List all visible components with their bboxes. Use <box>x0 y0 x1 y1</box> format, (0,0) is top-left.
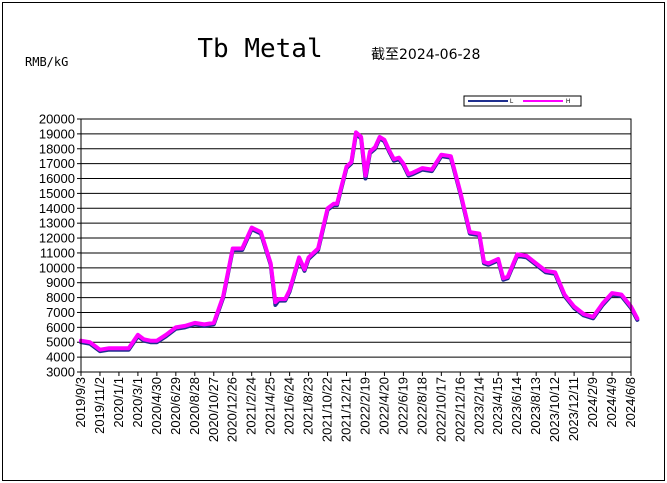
series-line-l <box>79 131 640 354</box>
y-axis-unit-label: RMB/kG <box>25 55 68 69</box>
x-tick-label-24: 2023/8/13 <box>528 377 543 435</box>
x-axis-ticks: 2019/9/3 2019/11/2 2020/1/1 2020/3/1 2020/4/… <box>73 372 638 442</box>
x-tick-label-18: 2022/8/18 <box>414 377 429 435</box>
y-tick-label-10: 13000 <box>39 216 75 231</box>
x-tick-label-8: 2020/12/26 <box>225 377 240 442</box>
x-tick-label-29: 2024/6/8 <box>623 377 638 428</box>
legend-box <box>463 95 582 107</box>
x-tick-label-20: 2022/12/16 <box>452 377 467 442</box>
x-tick-label-1: 2019/11/2 <box>92 377 107 434</box>
x-tick-label-15: 2022/2/19 <box>357 377 372 435</box>
x-tick-label-11: 2021/6/24 <box>282 377 297 435</box>
x-tick-label-27: 2024/2/9 <box>585 377 600 428</box>
legend-label-l: L <box>510 99 514 105</box>
x-tick-label-17: 2022/6/19 <box>395 377 410 435</box>
y-tick-label-2: 5000 <box>46 335 75 350</box>
x-tick-label-22: 2023/4/15 <box>490 377 505 435</box>
legend-label-h: H <box>566 99 570 105</box>
x-tick-label-0: 2019/9/3 <box>73 377 88 428</box>
y-tick-label-1: 4000 <box>46 350 75 365</box>
y-tick-label-5: 8000 <box>46 290 75 305</box>
chart-svg: Tb Metal 截至2024-06-28 RMB/kG L H 3000400… <box>25 34 640 442</box>
x-tick-label-7: 2020/10/27 <box>206 377 221 442</box>
y-tick-label-16: 19000 <box>39 126 75 141</box>
y-tick-label-12: 15000 <box>39 186 75 201</box>
chart-title: Tb Metal <box>197 34 322 64</box>
x-tick-label-25: 2023/10/12 <box>547 377 562 442</box>
y-tick-label-15: 18000 <box>39 141 75 156</box>
x-tick-label-19: 2022/10/17 <box>433 377 448 442</box>
y-tick-label-4: 7000 <box>46 305 75 320</box>
x-tick-label-3: 2020/3/1 <box>130 377 145 428</box>
x-tick-label-10: 2021/4/25 <box>263 377 278 435</box>
y-tick-label-9: 12000 <box>39 231 75 246</box>
y-tick-label-6: 9000 <box>46 275 75 290</box>
x-tick-label-16: 2022/4/20 <box>376 377 391 435</box>
y-tick-label-7: 10000 <box>39 260 75 275</box>
x-tick-label-4: 2020/4/30 <box>149 377 164 435</box>
x-tick-label-21: 2023/2/14 <box>471 377 486 435</box>
x-tick-label-9: 2021/2/24 <box>244 377 259 435</box>
plot-area-border <box>80 118 632 373</box>
y-tick-label-13: 16000 <box>39 171 75 186</box>
x-tick-label-13: 2021/10/22 <box>320 377 335 442</box>
legend: L H <box>463 95 582 107</box>
x-tick-label-23: 2023/6/14 <box>509 377 524 435</box>
y-tick-label-11: 14000 <box>39 201 75 216</box>
x-tick-label-26: 2023/12/11 <box>566 377 581 441</box>
x-tick-label-28: 2024/4/9 <box>604 377 619 428</box>
y-tick-label-8: 11000 <box>40 245 75 260</box>
series-group <box>79 130 640 354</box>
x-tick-label-5: 2020/6/29 <box>168 377 183 435</box>
chart-subtitle: 截至2024-06-28 <box>371 47 480 63</box>
x-tick-label-12: 2021/8/23 <box>301 377 316 435</box>
x-tick-label-2: 2020/1/1 <box>111 377 126 428</box>
y-tick-label-3: 6000 <box>46 320 75 335</box>
x-tick-label-14: 2021/12/21 <box>339 377 354 442</box>
y-tick-label-14: 17000 <box>39 156 75 171</box>
series-line-h <box>79 130 640 352</box>
y-tick-label-0: 3000 <box>46 365 75 380</box>
y-axis-ticks: 3000400050006000700080009000100001100012… <box>39 112 81 380</box>
x-tick-label-6: 2020/8/28 <box>187 377 202 435</box>
y-tick-label-17: 20000 <box>39 112 75 127</box>
